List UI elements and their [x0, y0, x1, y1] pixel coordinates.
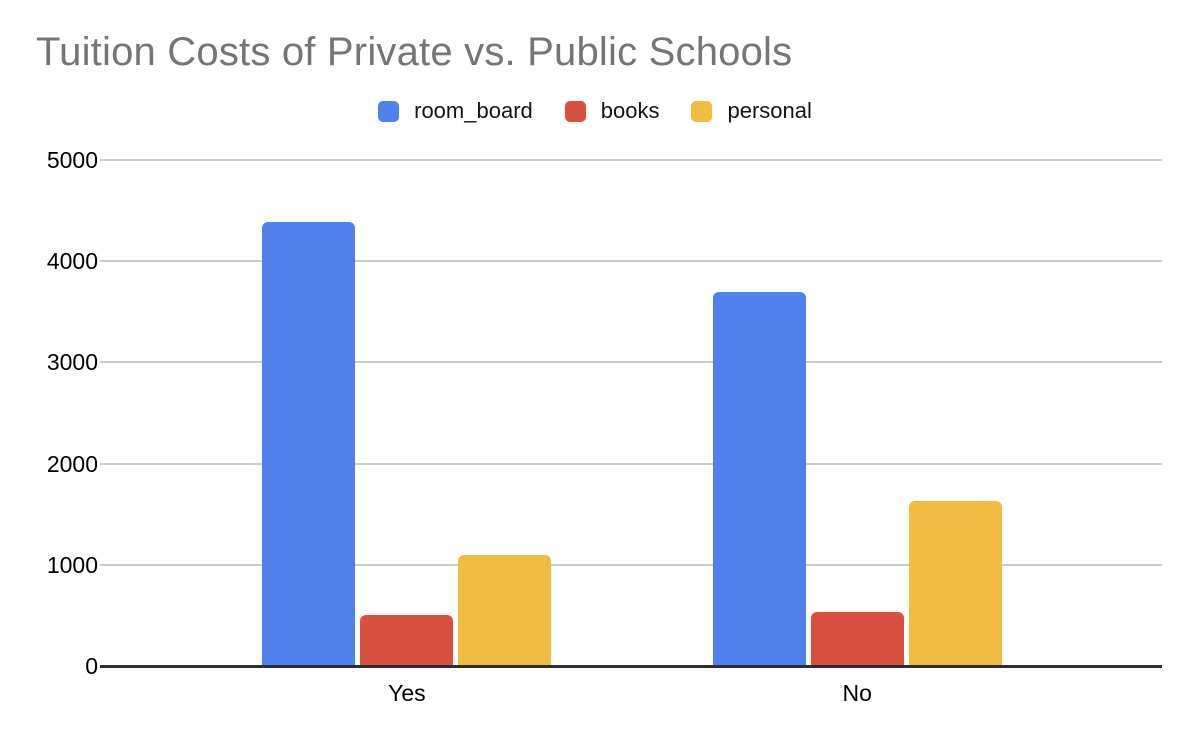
x-axis-line: [100, 665, 1162, 668]
x-axis-category-label-yes: Yes: [388, 680, 426, 706]
y-axis-tick-label-2000: 2000: [46, 450, 98, 477]
legend-item-personal: personal: [691, 98, 812, 124]
legend-item-books: books: [564, 98, 660, 124]
legend-swatch-personal: [691, 100, 713, 122]
y-axis-tick-label-5000: 5000: [46, 147, 98, 173]
bar-room_board-yes: [262, 221, 356, 666]
legend-swatch-room_board: [378, 100, 400, 122]
y-axis-tick-label-3000: 3000: [46, 349, 98, 376]
chart-legend: room_board books personal: [0, 96, 1190, 126]
bar-room_board-no: [712, 292, 806, 666]
bar-books-no: [810, 612, 904, 666]
x-axis-category-label-no: No: [842, 680, 872, 706]
y-axis-tick-label-0: 0: [85, 653, 98, 679]
gridline-1000: [100, 563, 1162, 566]
gridline-3000: [100, 361, 1162, 364]
bar-personal-no: [908, 500, 1002, 666]
legend-label-books: books: [600, 98, 660, 123]
legend-label-room_board: room_board: [414, 98, 533, 123]
legend-label-personal: personal: [727, 98, 812, 123]
bar-books-yes: [360, 615, 454, 666]
y-axis-labels: 0 1000 2000 3000 4000 5000: [0, 148, 98, 678]
chart-title: Tuition Costs of Private vs. Public Scho…: [36, 30, 793, 74]
y-axis-tick-label-1000: 1000: [46, 551, 98, 578]
gridline-4000: [100, 260, 1162, 263]
gridline-2000: [100, 462, 1162, 465]
legend-swatch-books: [564, 100, 586, 122]
plot-area: Yes No: [100, 159, 1162, 706]
legend-item-room_board: room_board: [378, 98, 533, 124]
gridline-5000: [100, 159, 1162, 161]
y-axis-tick-label-4000: 4000: [46, 248, 98, 275]
bar-personal-yes: [458, 554, 552, 666]
